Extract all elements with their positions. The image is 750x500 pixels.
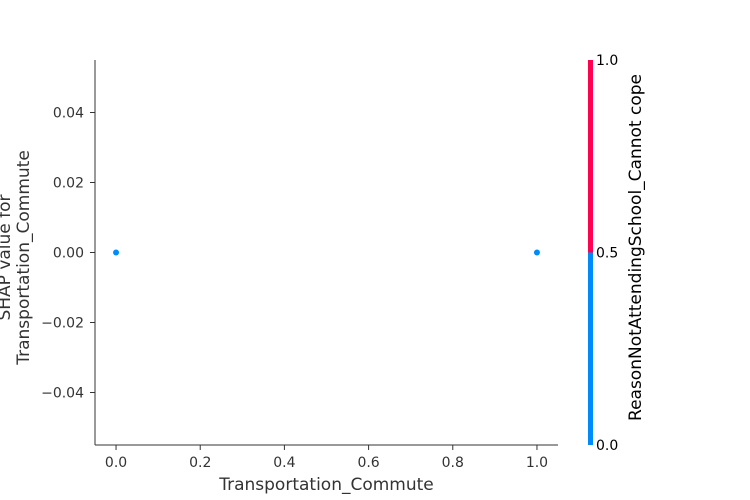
y-tick-label: 0.00 [53,246,84,262]
y-tick-label: 0.04 [53,106,84,122]
x-tick-label: 1.0 [526,455,548,471]
x-axis-label: Transportation_Commute [218,475,434,495]
y-axis-label: SHAP value for Transportation_Commute [0,150,34,366]
x-tick-label: 0.6 [357,455,379,471]
y-tick-label: 0.02 [53,176,84,192]
x-tick-label: 0.0 [105,455,127,471]
colorbar-tick-label: 1.0 [596,53,618,69]
points-layer [113,249,540,256]
y-tick-label: −0.02 [41,316,84,332]
colorbar-label: ReasonNotAttendingSchool_Cannot cope [626,74,646,421]
x-tick-label: 0.8 [442,455,464,471]
y-axis: 0.04 0.02 0.00 −0.02 −0.04 [41,60,96,445]
x-axis: 0.0 0.2 0.4 0.6 0.8 1.0 [95,444,558,471]
y-axis-label-line-2: Transportation_Commute [14,150,34,366]
colorbar-high-segment [588,60,593,253]
scatter-point [533,249,540,256]
colorbar-tick-label: 0.5 [596,246,618,262]
colorbar-low-segment [588,252,593,445]
colorbar: 1.0 0.5 0.0 [588,53,618,454]
y-axis-label-line-1: SHAP value for [0,194,15,320]
x-tick-label: 0.2 [189,455,211,471]
x-tick-label: 0.4 [273,455,295,471]
colorbar-tick-label: 0.0 [596,438,618,454]
y-tick-label: −0.04 [41,386,84,402]
scatter-point [113,249,120,256]
